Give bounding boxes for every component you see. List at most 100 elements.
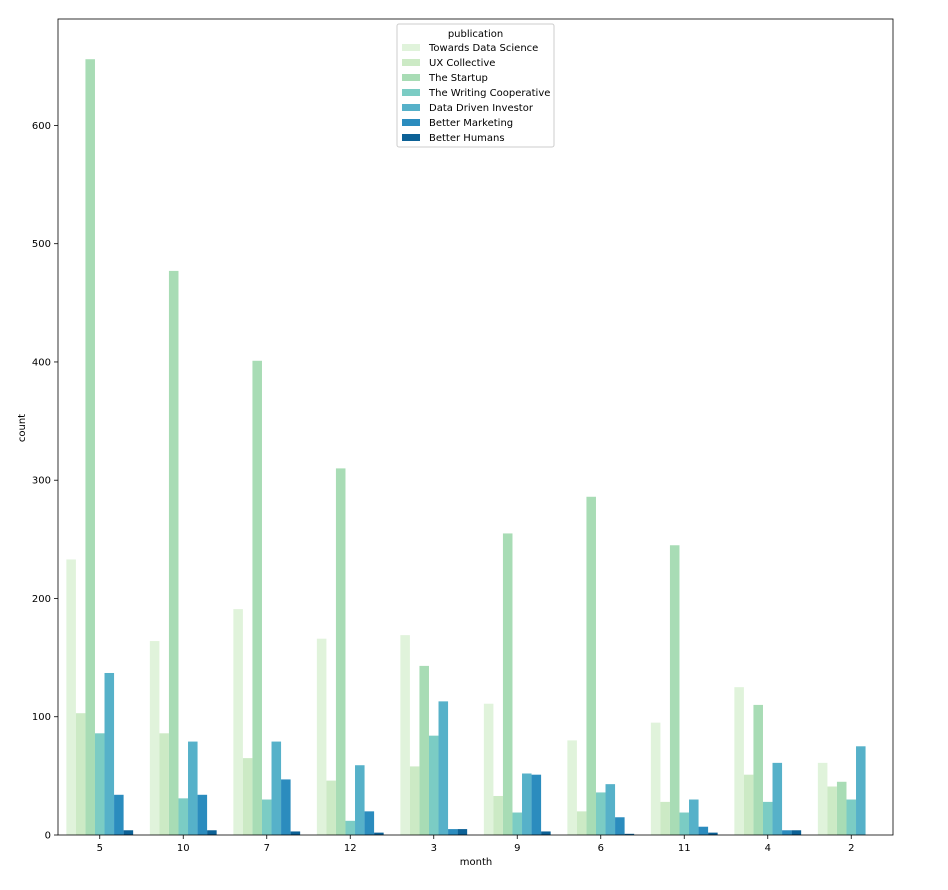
bar [576,811,587,835]
bar [75,713,86,835]
x-tick-label: 11 [678,843,691,854]
bar [457,829,468,835]
bar [782,830,792,835]
bar [345,820,356,835]
bar [149,641,160,835]
bar [836,781,847,835]
bar [168,270,179,835]
bar [188,741,198,835]
bar [374,832,384,835]
bar [428,735,439,835]
bar [827,786,837,835]
bar [502,533,513,835]
bar [762,801,773,835]
legend-label: UX Collective [429,58,495,69]
legend-label: Better Marketing [429,118,513,129]
bar [326,780,336,835]
legend-swatch [402,74,420,81]
bar [753,704,763,835]
bar [669,545,680,835]
bar [650,722,661,835]
axes-layer: 0 100 200 300 400 500 600 5 10 7 12 3 9 6 11 4 2 [32,18,894,854]
bar [531,774,542,835]
bar [242,758,253,835]
bar [66,559,76,835]
x-tick-label: 3 [431,843,437,854]
y-axis-label: count [17,414,28,442]
bar [104,672,115,835]
bar [689,799,699,835]
bar [660,801,670,835]
bar [335,468,346,835]
x-tick-label: 5 [97,843,103,854]
bar [290,831,301,835]
y-tick-label: 500 [32,239,51,250]
y-tick-label: 400 [32,357,51,368]
legend-swatch [402,104,420,111]
legend-swatch [402,119,420,126]
bar [743,774,754,835]
y-tick-label: 600 [32,121,51,132]
bar [522,773,532,835]
x-tick-label: 2 [848,843,854,854]
bar [605,784,616,835]
y-tick-label: 100 [32,712,51,723]
bar [94,733,105,835]
legend-title: publication [448,29,503,40]
bar [595,792,606,835]
bar [123,830,134,835]
bar [791,830,802,835]
legend-box [396,23,555,148]
bar [541,831,551,835]
bar [512,812,523,835]
x-tick-label: 7 [264,843,270,854]
bar [615,817,625,835]
bar [846,799,857,835]
bar [316,638,327,835]
x-tick-label: 10 [177,843,190,854]
bar [252,360,262,835]
bar [355,765,365,835]
bars-layer [66,59,866,835]
legend-swatch [402,44,420,51]
bar [114,794,124,835]
bar [159,733,169,835]
plot-frame [57,18,894,836]
legend-swatch [402,59,420,66]
bar [734,687,744,835]
x-axis-label: month [460,857,492,868]
x-tick-label: 12 [344,843,357,854]
legend-label: Better Humans [429,133,505,144]
legend-label: The Writing Cooperative [428,88,550,99]
y-tick-label: 300 [32,476,51,487]
legend-label: Towards Data Science [428,43,538,54]
legend-swatch [402,134,420,141]
bar [624,833,635,835]
bar [586,496,596,835]
legend-label: Data Driven Investor [429,103,534,114]
bar [448,829,458,835]
bar [233,609,243,835]
legend-swatch [402,89,420,96]
bar [271,741,282,835]
bar [409,766,420,835]
bar [197,794,208,835]
bar [400,635,410,835]
x-tick-label: 6 [598,843,604,854]
bar [698,826,709,835]
bar [567,740,577,835]
bar [364,811,375,835]
bar [261,799,272,835]
x-tick-label: 4 [765,843,771,854]
bar [419,665,429,835]
bar [708,832,718,835]
bar [207,830,217,835]
legend: publication Towards Data Science UX Collec… [396,23,555,148]
bar [281,779,291,835]
bar [85,59,95,835]
bar [178,798,189,835]
bar [493,795,503,835]
y-tick-label: 0 [45,831,51,842]
bar [772,762,783,835]
